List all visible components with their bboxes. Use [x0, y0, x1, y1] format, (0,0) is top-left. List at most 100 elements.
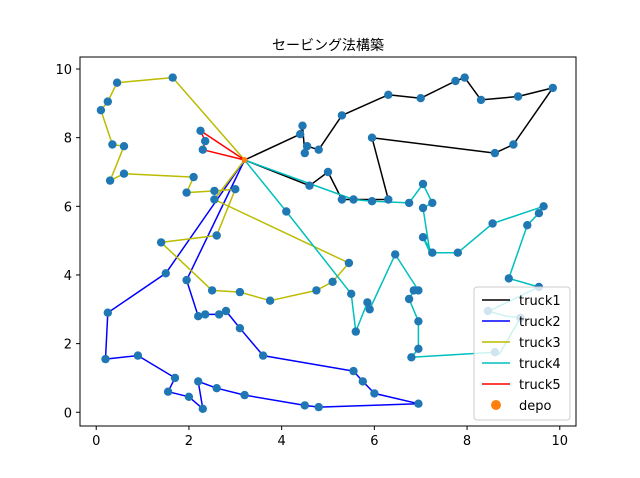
scatter-point	[300, 401, 309, 410]
scatter-point	[108, 140, 117, 149]
scatter-point	[418, 203, 428, 213]
scatter-point	[476, 95, 486, 105]
y-tick-label: 4	[64, 269, 72, 284]
scatter-point	[414, 317, 423, 326]
scatter-point	[235, 287, 245, 297]
scatter-point	[367, 133, 377, 142]
scatter-point	[103, 97, 113, 106]
axes-frame	[79, 56, 577, 427]
scatter-point	[349, 195, 358, 204]
x-tick-label: 4	[278, 434, 286, 449]
scatter-point	[358, 377, 367, 386]
scatter-point	[367, 197, 377, 206]
scatter-point	[384, 90, 393, 100]
scatter-point	[312, 286, 321, 295]
scatter-point	[370, 389, 379, 398]
scatter-point	[282, 207, 291, 216]
scatter-point	[184, 392, 194, 401]
scatter-point	[201, 310, 210, 319]
scatter-point	[460, 73, 469, 82]
scatter-point	[539, 202, 548, 211]
scatter-point	[428, 248, 437, 257]
legend-label-truck5: truck5	[519, 378, 561, 393]
scatter-point	[349, 366, 358, 376]
scatter-point	[168, 73, 177, 82]
scatter-point	[414, 344, 423, 353]
y-tick-label: 8	[64, 132, 72, 147]
y-axis: 0 2 4 6 8 10	[55, 63, 80, 421]
scatter-point	[404, 198, 414, 208]
scatter-point	[323, 167, 333, 177]
scatter-point	[488, 219, 497, 228]
scatter-point	[170, 373, 180, 383]
scatter-point	[105, 176, 115, 185]
scatter-point	[534, 209, 544, 218]
scatter-point	[351, 327, 360, 336]
scatter-point	[240, 390, 249, 400]
x-tick-label: 2	[185, 434, 193, 449]
scatter-point	[201, 136, 210, 146]
scatter-point	[513, 92, 523, 101]
scatter-point	[404, 294, 414, 304]
scatter-point	[258, 351, 268, 360]
scatter-point	[265, 296, 275, 305]
scatter-point	[337, 111, 347, 120]
scatter-point	[103, 308, 113, 317]
scatter-point	[416, 94, 425, 103]
y-tick-label: 10	[55, 63, 72, 78]
scatter-point	[119, 169, 129, 178]
y-tick-label: 2	[64, 338, 72, 353]
legend-label-depo: depo	[519, 399, 552, 414]
y-tick-label: 6	[64, 200, 72, 215]
scatter-point	[182, 275, 191, 285]
scatter-point	[409, 286, 418, 295]
scatter-point	[300, 148, 309, 158]
scatter-point	[314, 402, 323, 412]
legend-label-truck4: truck4	[519, 357, 561, 372]
scatter-point	[418, 179, 428, 189]
scatter-point	[314, 145, 323, 154]
scatter-point	[451, 76, 460, 86]
scatter-point	[328, 277, 337, 286]
scatter-point	[161, 269, 170, 278]
scatter-point	[196, 126, 205, 135]
scatter-point	[235, 324, 245, 333]
x-tick-label: 6	[370, 434, 378, 449]
scatter-point	[133, 351, 143, 360]
scatter-point	[101, 354, 110, 364]
scatter-point	[418, 233, 428, 242]
legend-swatch-depo	[491, 400, 501, 410]
scatter-point	[363, 298, 372, 307]
x-tick-label: 8	[463, 434, 471, 449]
scatter-point	[221, 306, 231, 316]
scatter-point	[210, 186, 219, 196]
scatter-point	[198, 145, 207, 154]
scatter-point	[523, 221, 532, 230]
x-tick-label: 0	[92, 434, 100, 449]
scatter-point	[391, 250, 400, 259]
scatter-point	[212, 384, 221, 393]
scatter-point	[305, 181, 314, 190]
scatter-point	[414, 399, 423, 408]
scatter-point	[194, 377, 203, 386]
scatter-point	[207, 286, 217, 295]
scatter-point	[407, 353, 416, 362]
scatter-point	[428, 198, 437, 208]
scatter-point	[384, 195, 393, 204]
scatter-point	[198, 404, 207, 413]
scatter-point	[509, 140, 518, 149]
scatter-point	[344, 258, 354, 268]
scatter-point	[96, 106, 106, 115]
scatter-point	[337, 195, 347, 204]
y-tick-label: 0	[64, 406, 72, 421]
scatter-point	[189, 172, 198, 182]
depot-point	[241, 157, 248, 163]
scatter-point	[490, 148, 500, 158]
scatter-point	[194, 312, 203, 321]
scatter-point	[347, 289, 356, 298]
legend-label-truck3: truck3	[519, 336, 561, 351]
scatter-point	[119, 142, 129, 151]
x-axis: 0 2 4 6 8 10	[92, 426, 568, 449]
scatter-point	[163, 387, 173, 396]
